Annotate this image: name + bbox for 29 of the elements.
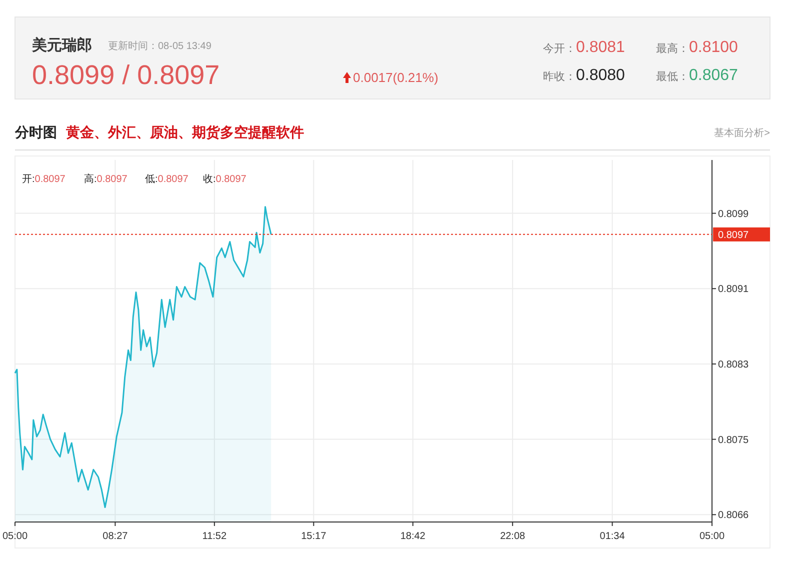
text: 昨收：0.8080 bbox=[543, 67, 626, 84]
x-tick-label: 01:34 bbox=[600, 531, 626, 542]
annotation: 收:0.8097 bbox=[203, 174, 247, 185]
x-tick-label: 22:08 bbox=[500, 531, 526, 542]
x-tick-label: 18:42 bbox=[400, 531, 426, 542]
annotation: 低:0.8097 bbox=[145, 174, 189, 185]
text: 分时图 bbox=[14, 124, 57, 140]
x-tick-label: 15:17 bbox=[301, 531, 327, 542]
chart-title: 美元瑞郎 bbox=[31, 36, 92, 54]
y-tick-label: 0.8075 bbox=[718, 434, 750, 446]
text: 基本面分析> bbox=[714, 127, 770, 139]
annotation: 开:0.8097 bbox=[22, 174, 66, 185]
text: 今开：0.8081 bbox=[543, 39, 626, 56]
text: 最高：0.8100 bbox=[656, 39, 738, 56]
y-tick-label: 0.8091 bbox=[718, 284, 750, 296]
chart-subtitle: 更新时间：08-05 13:49 bbox=[108, 40, 212, 52]
text: 0.0017(0.21%) bbox=[353, 70, 438, 85]
text: 0.8099 / 0.8097 bbox=[32, 60, 220, 90]
x-tick-label: 05:00 bbox=[2, 531, 28, 542]
y-tick-label: 0.8083 bbox=[718, 359, 750, 370]
y-tick-label: 0.8066 bbox=[718, 510, 750, 522]
annotation: 高:0.8097 bbox=[84, 173, 128, 185]
y-tick-label: 0.8099 bbox=[718, 208, 750, 220]
text: 最低：0.8067 bbox=[656, 67, 738, 84]
x-tick-label: 11:52 bbox=[202, 531, 227, 542]
x-tick-label: 08:27 bbox=[102, 531, 128, 542]
x-tick-label: 05:00 bbox=[699, 531, 725, 542]
text: 黄金、外汇、原油、期货多空提醒软件 bbox=[65, 124, 304, 140]
ref-line-label: 0.8097 bbox=[718, 230, 750, 241]
